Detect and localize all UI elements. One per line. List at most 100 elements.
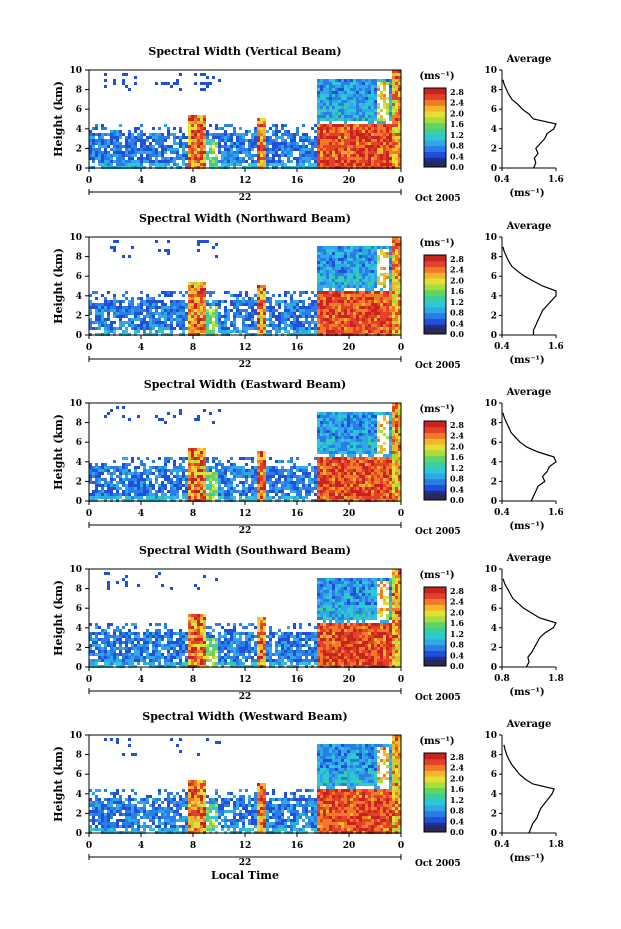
average-y-tick-label: 0 (491, 331, 497, 341)
x-tick-label: 8 (190, 675, 196, 685)
date-label: Oct 2005 (415, 693, 461, 703)
x-tick-label: 16 (291, 509, 304, 519)
colorbar: 2.82.42.01.61.20.80.40.0 (423, 586, 464, 671)
colorbar-tick-label: 0.4 (450, 650, 464, 660)
average-y-tick-label: 6 (491, 438, 497, 448)
x-tick-label: 0 (86, 509, 92, 519)
colorbar-swatch (424, 781, 446, 789)
average-y-tick-label: 10 (484, 565, 497, 575)
y-axis-label: Height (km) (52, 580, 65, 656)
average-profile-line (503, 744, 555, 834)
colorbar-swatch (424, 587, 446, 594)
y-tick-label: 6 (76, 272, 82, 282)
colorbar-tick-label: 2.0 (450, 275, 464, 285)
panel-title: Spectral Width (Vertical Beam) (148, 45, 341, 58)
x-tick-label: 8 (190, 509, 196, 519)
colorbar-tick-label: 0.8 (450, 308, 464, 318)
average-profile: Average 0 2 4 6 8 10 0.4 1.6 (ms⁻¹) (484, 221, 563, 366)
colorbar-tick-label: 2.0 (450, 441, 464, 451)
colorbar-swatch (424, 421, 446, 428)
colorbar-frame (423, 254, 447, 335)
panel-2: Spectral Width (Northward Beam) Height (k… (52, 212, 564, 371)
y-tick-label: 8 (76, 419, 82, 429)
y-tick-label: 10 (69, 233, 82, 243)
x-tick-label: 8 (190, 176, 196, 186)
colorbar-unit: (ms⁻¹) (419, 238, 454, 249)
panel-5: Spectral Width (Westward Beam) Height (km… (52, 710, 564, 869)
average-x-tick-label: 1.8 (548, 674, 564, 684)
average-y-tick-label: 6 (491, 105, 497, 115)
average-x-tick-label: 0.4 (494, 342, 510, 352)
x-tick-label: 4 (138, 509, 144, 519)
colorbar-tick-label: 0.0 (450, 329, 464, 339)
colorbar-frame (423, 752, 447, 833)
colorbar-tick-label: 0.4 (450, 318, 464, 328)
average-title: Average (506, 221, 552, 232)
panel-1: Spectral Width (Vertical Beam) Height (km… (52, 45, 564, 204)
x-axis-label: Local Time (211, 869, 279, 882)
colorbar-tick-label: 1.2 (450, 795, 464, 805)
average-y-tick-label: 6 (491, 604, 497, 614)
x-tick-label: 12 (239, 343, 252, 353)
colorbar-swatch (424, 266, 446, 273)
x-tick-label: 12 (239, 509, 252, 519)
colorbar: 2.82.42.01.61.20.80.40.0 (423, 420, 464, 505)
y-tick-label: 6 (76, 770, 82, 780)
colorbar-swatch (424, 804, 446, 812)
colorbar-tick-label: 2.8 (450, 752, 464, 762)
colorbar-swatch (424, 621, 446, 628)
day-label: 22 (239, 360, 252, 370)
x-tick-label: 0 (86, 176, 92, 186)
colorbar-swatch (424, 604, 446, 611)
colorbar-swatch (424, 111, 446, 118)
x-tick-label: 16 (291, 176, 304, 186)
average-y-tick-label: 0 (491, 497, 497, 507)
colorbar-swatch (424, 776, 446, 783)
colorbar-swatch (424, 128, 446, 135)
colorbar-tick-label: 1.6 (450, 784, 464, 794)
colorbar-tick-label: 1.6 (450, 119, 464, 129)
average-profile: Average 0 2 4 6 8 10 0.4 1.6 (ms⁻¹) (484, 387, 563, 532)
colorbar-swatch (424, 758, 446, 766)
x-tick-label: 20 (343, 176, 356, 186)
y-tick-label: 6 (76, 105, 82, 115)
heatmap-cells (89, 237, 401, 336)
colorbar-tick-label: 2.0 (450, 773, 464, 783)
y-axis-label: Height (km) (52, 746, 65, 822)
colorbar-unit: (ms⁻¹) (419, 71, 454, 82)
colorbar-swatch (424, 644, 446, 651)
y-tick-label: 2 (76, 477, 82, 487)
average-x-label: (ms⁻¹) (509, 853, 544, 864)
colorbar-tick-label: 0.8 (450, 474, 464, 484)
x-tick-label: 0 (86, 675, 92, 685)
colorbar-swatch (424, 592, 446, 600)
colorbar-tick-label: 0.0 (450, 162, 464, 172)
colorbar-swatch (424, 826, 446, 832)
x-tick-label: 12 (239, 675, 252, 685)
colorbar-swatch (424, 88, 446, 95)
colorbar-swatch (424, 295, 446, 302)
day-label: 22 (239, 692, 252, 702)
colorbar-unit: (ms⁻¹) (419, 404, 454, 415)
day-label: 22 (239, 858, 252, 868)
x-tick-label: 16 (291, 841, 304, 851)
average-y-tick-label: 2 (491, 144, 497, 154)
average-profile: Average 0 2 4 6 8 10 0.8 1.8 (ms⁻¹) (484, 553, 563, 698)
y-tick-label: 10 (69, 565, 82, 575)
colorbar-swatch (424, 145, 446, 152)
colorbar-frame (423, 87, 447, 168)
colorbar-tick-label: 0.4 (450, 484, 464, 494)
y-tick-label: 8 (76, 585, 82, 595)
colorbar-tick-label: 2.0 (450, 607, 464, 617)
colorbar-swatch (424, 255, 446, 262)
colorbar-tick-label: 0.0 (450, 495, 464, 505)
colorbar-swatch (424, 260, 446, 268)
colorbar-swatch (424, 161, 446, 167)
heatmap-cells (89, 403, 401, 502)
colorbar-tick-label: 0.8 (450, 141, 464, 151)
colorbar-swatch (424, 278, 446, 285)
y-tick-label: 4 (76, 790, 82, 800)
x-tick-label: 0 (398, 509, 404, 519)
colorbar-swatch (424, 301, 446, 308)
